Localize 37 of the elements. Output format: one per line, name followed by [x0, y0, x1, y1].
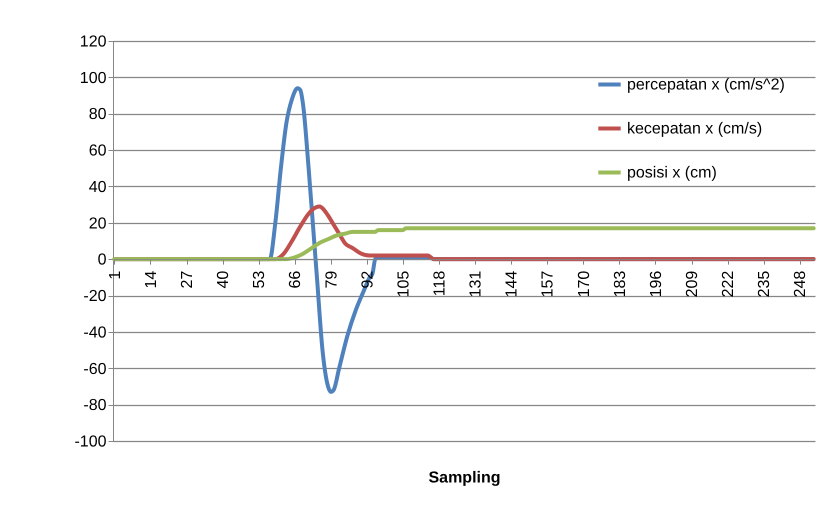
legend-label: percepatan x (cm/s^2): [627, 76, 785, 94]
x-tick-label: 118: [432, 270, 449, 296]
x-tick-label: 131: [468, 270, 485, 298]
x-tick-label: 248: [792, 270, 810, 298]
x-tick-label: 196: [648, 270, 665, 298]
legend-label: posisi x (cm): [627, 164, 717, 182]
x-tick-label: 79: [323, 270, 340, 288]
y-tick-label: 20: [88, 215, 107, 232]
x-tick-label: 1: [106, 270, 124, 280]
line-series: [112, 226, 816, 262]
y-tick-label: -40: [83, 324, 107, 342]
y-tick-label: -100: [74, 434, 107, 450]
x-tick-label: 209: [684, 270, 702, 298]
x-tick-label: 157: [540, 270, 557, 298]
x-axis-title: Sampling: [428, 470, 501, 486]
y-tick-label: 40: [88, 178, 107, 196]
x-tick-label: 105: [395, 270, 412, 298]
x-tick-label: 66: [287, 270, 304, 288]
y-tick-label: 0: [98, 252, 107, 269]
y-tick-label: 100: [80, 70, 107, 87]
x-tick-label: 53: [251, 270, 268, 288]
y-tick-label: -80: [83, 397, 107, 414]
legend-label: kecepatan x (cm/s): [627, 120, 762, 138]
x-tick-label: 144: [504, 270, 521, 298]
x-tick-label: 222: [720, 270, 738, 298]
y-tick-label: -20: [83, 288, 107, 306]
x-tick-label: 183: [612, 270, 629, 298]
y-tick-label: 120: [80, 34, 107, 50]
x-tick-label: 92: [359, 270, 376, 288]
x-tick-label: 27: [179, 270, 196, 288]
x-tick-label: 40: [215, 270, 232, 288]
y-tick-label: -60: [83, 360, 107, 378]
y-tick-label: 60: [88, 142, 107, 160]
x-tick-label: 235: [756, 270, 774, 298]
x-tick-label: 170: [576, 270, 593, 298]
y-tick-label: 80: [88, 106, 107, 124]
x-tick-label: 14: [142, 270, 160, 288]
